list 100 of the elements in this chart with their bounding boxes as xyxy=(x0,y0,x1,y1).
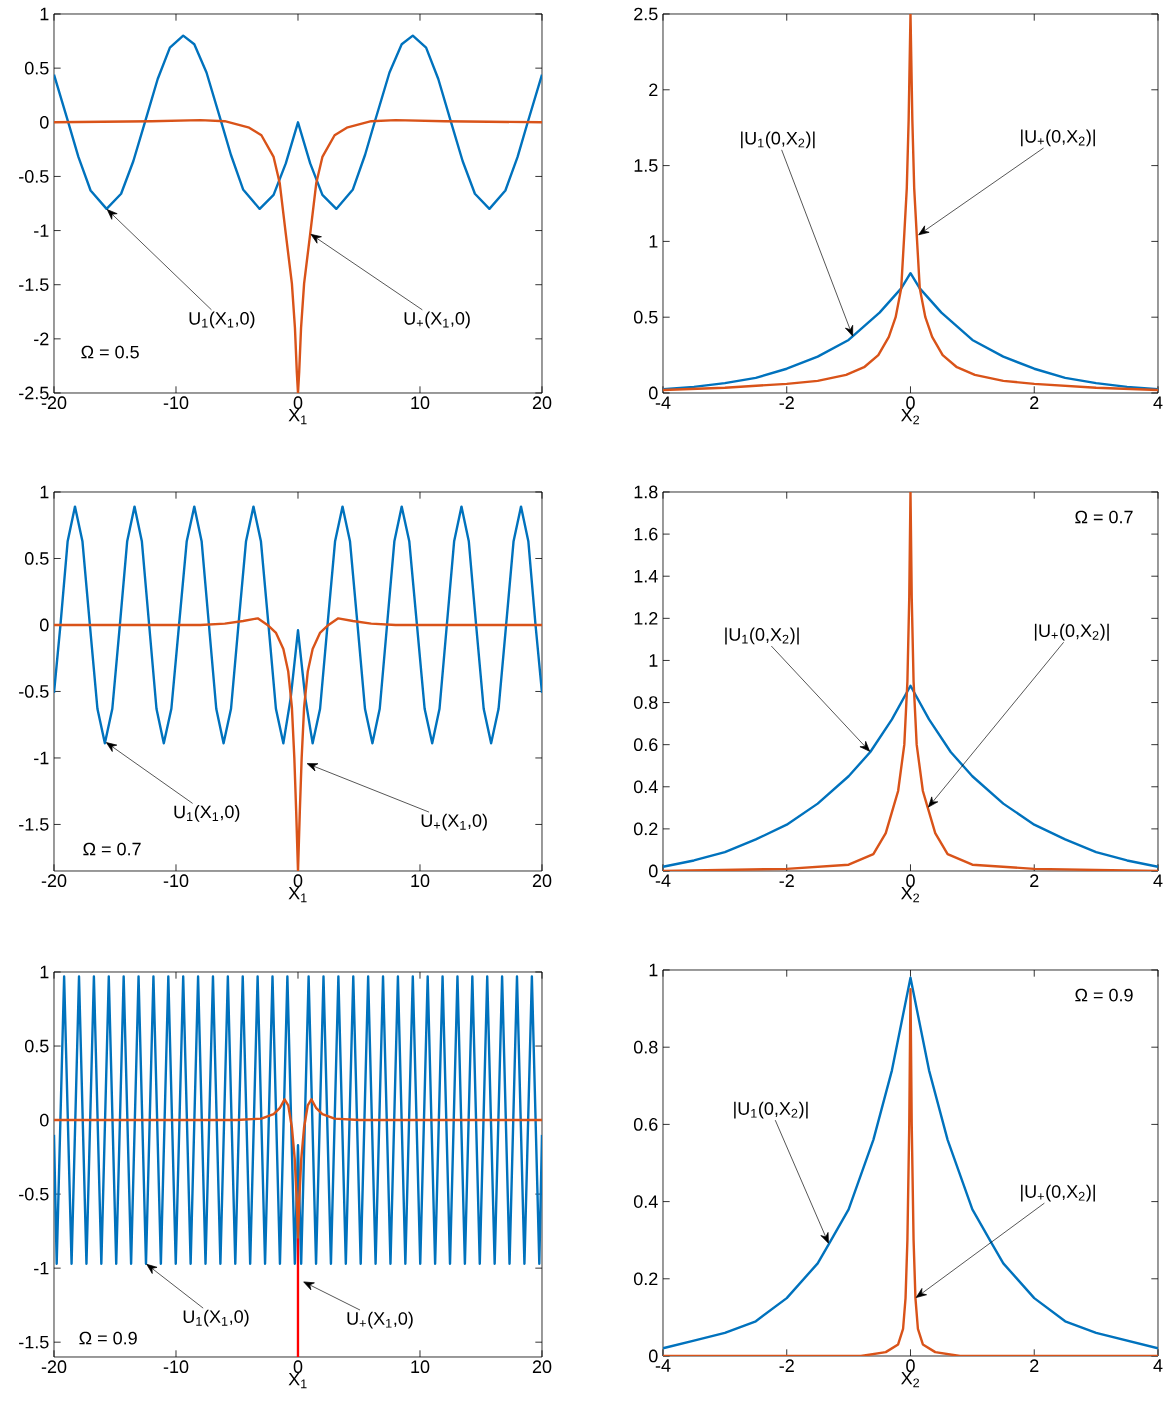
annotation: Ω = 0.5 xyxy=(81,345,139,359)
x-axis-title: X$_{1}$ xyxy=(288,886,307,903)
x-tick-label: 20 xyxy=(532,874,552,888)
x-axis-title: X$_{2}$ xyxy=(901,1371,920,1388)
annotation: Ω = 0.7 xyxy=(1075,510,1133,524)
x-tick-label: -4 xyxy=(655,874,671,887)
x-tick-label: 0 xyxy=(293,396,303,410)
x-tick-label: -10 xyxy=(163,1360,189,1374)
y-tick-label: -0.5 xyxy=(19,170,49,183)
y-tick-label: 0 xyxy=(39,115,49,129)
annotation: U$_{1}$(X$_{1}$,0) xyxy=(174,805,240,822)
annotation: U$_{1}$(X$_{1}$,0) xyxy=(183,1309,249,1327)
y-tick-label: -0.5 xyxy=(19,685,49,698)
y-tick-label: -1 xyxy=(34,1261,49,1275)
y-tick-label: -1.5 xyxy=(19,278,49,291)
y-tick-label: 1 xyxy=(40,485,49,499)
x-tick-label: -2 xyxy=(779,396,794,409)
y-tick-label: 0.5 xyxy=(24,552,49,565)
x-axis-title: X$_{1}$ xyxy=(288,408,307,425)
annotation: |U$_{+}$(0,X$_{2}$)| xyxy=(1034,623,1109,641)
x-tick-label: -2 xyxy=(779,874,794,887)
annotation: U$_{1}$(X$_{1}$,0) xyxy=(189,311,255,329)
annotation: |U$_{1}$(0,X$_{2}$)| xyxy=(734,1101,808,1119)
annotation: U$_{+}$(X$_{1}$,0) xyxy=(421,813,487,831)
y-tick-label: 0 xyxy=(648,386,658,400)
x-tick-label: 2 xyxy=(1030,1359,1039,1372)
x-tick-label: 0 xyxy=(906,1359,915,1373)
x-tick-label: 4 xyxy=(1153,1359,1163,1372)
x-tick-label: 10 xyxy=(411,1360,430,1374)
y-tick-label: 1.6 xyxy=(634,527,658,541)
annotation: |U$_{1}$(0,X$_{2}$)| xyxy=(741,131,815,149)
y-tick-label: 0.5 xyxy=(24,1039,49,1053)
y-tick-label: 1.2 xyxy=(634,612,658,625)
x-axis-title: X$_{2}$ xyxy=(901,886,920,903)
x-tick-label: 20 xyxy=(532,1360,552,1374)
y-tick-label: 0.5 xyxy=(633,310,658,324)
line-series xyxy=(663,492,1158,871)
line-series xyxy=(54,617,542,871)
line-series xyxy=(663,684,1158,868)
x-axis-title: X$_{2}$ xyxy=(901,408,920,425)
y-tick-label: 0 xyxy=(39,1113,49,1127)
x-tick-label: 0 xyxy=(906,874,915,888)
y-tick-label: 0.8 xyxy=(633,1040,658,1054)
annotation: |U$_{+}$(0,X$_{2}$)| xyxy=(1021,129,1095,147)
y-tick-label: -1.5 xyxy=(19,818,49,831)
x-tick-label: 2 xyxy=(1030,396,1039,409)
annotation: Ω = 0.9 xyxy=(1075,988,1133,1002)
y-tick-label: 0 xyxy=(648,1349,658,1363)
y-tick-label: 0.2 xyxy=(633,1272,658,1286)
x-tick-label: 4 xyxy=(1153,396,1163,409)
x-tick-label: -20 xyxy=(41,1360,67,1374)
x-tick-label: 0 xyxy=(293,1360,303,1374)
x-tick-label: -4 xyxy=(655,1359,671,1372)
line-series xyxy=(54,118,542,393)
y-tick-label: 1 xyxy=(649,235,658,248)
y-tick-label: 0.2 xyxy=(633,822,658,836)
y-tick-label: 1 xyxy=(649,654,658,667)
x-axis-title: X$_{1}$ xyxy=(288,1372,307,1389)
line-series xyxy=(663,272,1158,391)
y-tick-label: 1.8 xyxy=(634,485,658,499)
y-tick-label: -0.5 xyxy=(19,1187,49,1201)
y-tick-label: 0.4 xyxy=(633,780,658,794)
annotation: |U$_{1}$(0,X$_{2}$)| xyxy=(725,627,799,645)
y-tick-label: 2 xyxy=(649,83,658,97)
y-tick-label: 1 xyxy=(40,7,49,21)
annotation: |U$_{+}$(0,X$_{2}$)| xyxy=(1021,1184,1095,1202)
annotation: U$_{+}$(X$_{1}$,0) xyxy=(404,311,470,329)
line-series xyxy=(54,1098,542,1240)
y-tick-label: 0 xyxy=(39,618,49,632)
y-tick-label: -2 xyxy=(34,332,49,346)
x-tick-label: 0 xyxy=(293,874,303,888)
x-tick-label: 4 xyxy=(1153,874,1163,887)
y-tick-label: -1 xyxy=(34,751,49,765)
y-tick-label: 0.5 xyxy=(24,61,49,75)
x-tick-label: -4 xyxy=(655,396,671,409)
annotation: Ω = 0.9 xyxy=(79,1331,137,1345)
x-tick-label: 20 xyxy=(532,396,552,410)
y-tick-label: 1 xyxy=(649,963,658,977)
y-tick-label: 2.5 xyxy=(634,7,658,21)
y-tick-label: -1.5 xyxy=(19,1335,49,1349)
x-tick-label: -10 xyxy=(163,874,189,888)
y-tick-label: 0.4 xyxy=(633,1195,658,1208)
y-tick-label: 0.6 xyxy=(633,738,658,752)
y-tick-label: 1.4 xyxy=(634,570,658,583)
y-tick-label: 0.6 xyxy=(633,1118,658,1131)
x-tick-label: -2 xyxy=(779,1359,794,1372)
x-tick-label: 10 xyxy=(411,396,430,410)
x-tick-label: -10 xyxy=(163,396,189,410)
y-tick-label: -1 xyxy=(34,224,49,237)
y-tick-label: 0 xyxy=(648,864,658,878)
x-tick-label: 2 xyxy=(1030,874,1039,887)
x-tick-label: 0 xyxy=(906,396,915,410)
y-tick-label: 1 xyxy=(40,965,49,979)
y-tick-label: 1.5 xyxy=(634,159,658,172)
line-series xyxy=(663,14,1158,392)
y-tick-label: 0.8 xyxy=(633,696,658,709)
annotation: U$_{+}$(X$_{1}$,0) xyxy=(347,1311,413,1329)
x-tick-label: -20 xyxy=(41,874,67,888)
x-tick-label: 10 xyxy=(411,874,430,888)
annotation: Ω = 0.7 xyxy=(83,842,141,856)
